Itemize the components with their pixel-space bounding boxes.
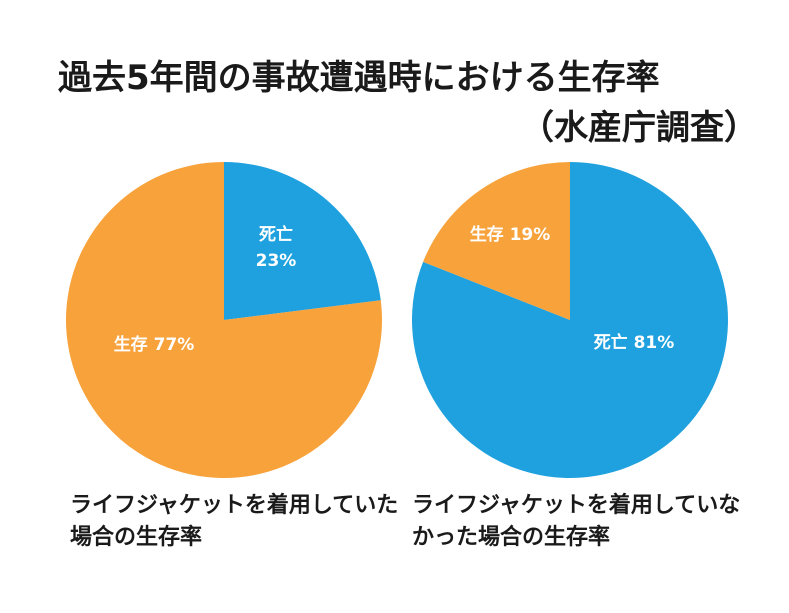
pie1-label-death-value: 23% <box>256 251 297 271</box>
pie1-slice-death <box>224 162 381 320</box>
caption-without-lifejacket: ライフジャケットを着用していなかった場合の生存率 <box>412 493 741 550</box>
caption-with-lifejacket: ライフジャケットを着用していた場合の生存率 <box>70 493 399 550</box>
pie2-label-death: 死亡 81% <box>594 332 675 353</box>
pie2-slice-survival <box>423 162 570 320</box>
pie1-label-death-name: 死亡 <box>259 224 293 245</box>
pie2-label-survival: 生存 19% <box>470 224 551 245</box>
pie1-label-survival: 生存 77% <box>114 334 195 355</box>
source-note: （水産庁調査） <box>520 108 758 148</box>
pie1-slice-survival <box>65 162 382 478</box>
chart-title: 過去5年間の事故遭遇時における生存率 <box>58 58 660 98</box>
